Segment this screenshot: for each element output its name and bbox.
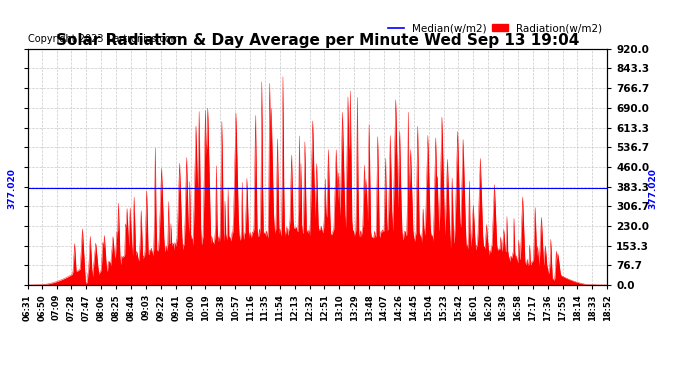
Text: Copyright 2023 Cartronics.com: Copyright 2023 Cartronics.com: [28, 34, 179, 44]
Text: 377.020: 377.020: [8, 168, 17, 208]
Title: Solar Radiation & Day Average per Minute Wed Sep 13 19:04: Solar Radiation & Day Average per Minute…: [56, 33, 579, 48]
Text: 377.020: 377.020: [649, 168, 658, 208]
Legend: Median(w/m2), Radiation(w/m2): Median(w/m2), Radiation(w/m2): [388, 23, 602, 33]
